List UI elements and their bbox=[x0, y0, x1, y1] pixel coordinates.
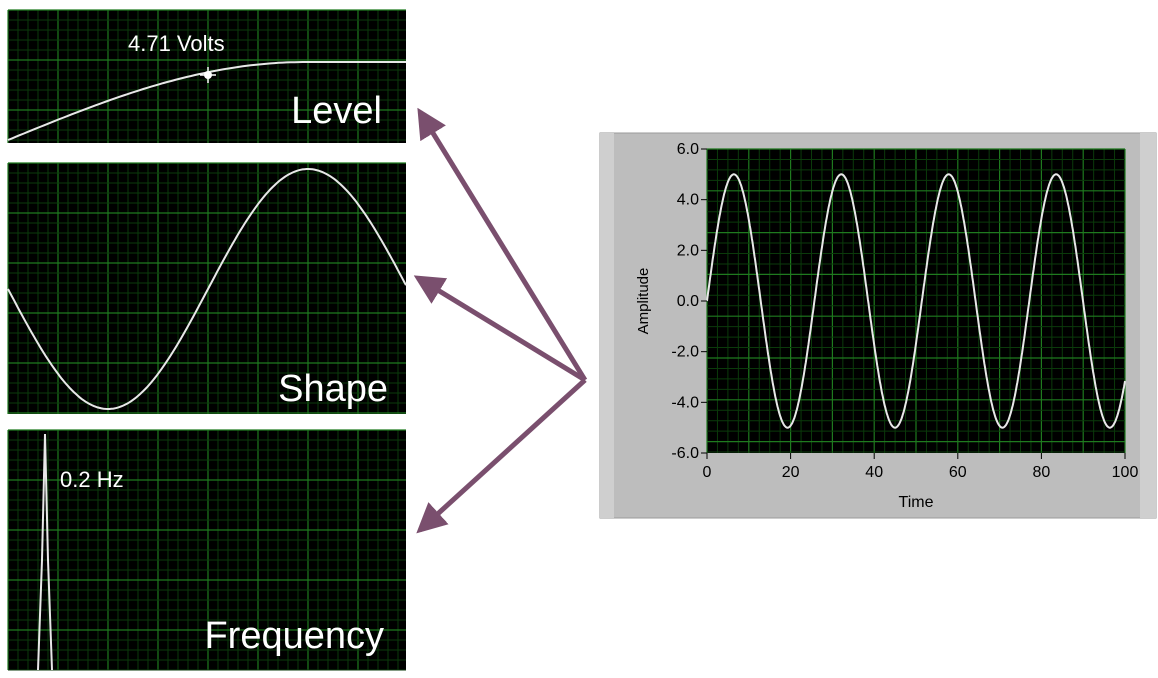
frequency-readout: 0.2 Hz bbox=[60, 467, 124, 492]
arrow-to-frequency bbox=[416, 378, 587, 534]
graph-frame-left-bevel bbox=[600, 133, 614, 518]
level-readout: 4.71 Volts bbox=[128, 31, 225, 56]
arrow-to-level bbox=[417, 107, 588, 382]
y-tick-label: 0.0 bbox=[677, 293, 699, 310]
shape-grid bbox=[7, 162, 406, 414]
x-tick-label: 40 bbox=[865, 464, 883, 481]
y-tick-label: 2.0 bbox=[677, 242, 699, 259]
shape-trace bbox=[7, 168, 407, 410]
y-axis-label: Amplitude bbox=[635, 268, 652, 335]
y-axis-ticks: 6.0 4.0 2.0 0.0 -2.0 -4.0 -6.0 bbox=[671, 141, 707, 462]
shape-panel-background bbox=[8, 163, 406, 414]
x-axis-label: Time bbox=[899, 494, 934, 511]
x-tick-label: 0 bbox=[703, 464, 712, 481]
plot-grid bbox=[706, 148, 1126, 453]
level-label: Level bbox=[291, 90, 382, 132]
series-line bbox=[706, 173, 1126, 429]
x-axis-ticks: 0 20 40 60 80 100 bbox=[703, 453, 1139, 481]
y-tick-label: -6.0 bbox=[671, 445, 699, 462]
x-tick-label: 20 bbox=[782, 464, 800, 481]
y-tick-label: 4.0 bbox=[677, 192, 699, 209]
frequency-grid bbox=[7, 429, 406, 671]
graph-frame-right-bevel bbox=[1140, 133, 1156, 518]
x-tick-label: 80 bbox=[1033, 464, 1051, 481]
frequency-panel: 0.2 Hz Frequency bbox=[7, 429, 406, 671]
y-tick-label: -4.0 bbox=[671, 394, 699, 411]
level-panel: 4.71 Volts Level bbox=[7, 9, 406, 143]
shape-label: Shape bbox=[278, 368, 388, 410]
arrow-to-shape bbox=[413, 275, 587, 383]
y-tick-label: -2.0 bbox=[671, 344, 699, 361]
waveform-graph: 6.0 4.0 2.0 0.0 -2.0 -4.0 -6.0 0 20 40 60 80 100 Am… bbox=[599, 132, 1157, 519]
frequency-label: Frequency bbox=[204, 615, 384, 657]
level-grid bbox=[7, 9, 406, 143]
y-tick-label: 6.0 bbox=[677, 141, 699, 158]
connector-arrows bbox=[413, 107, 588, 534]
x-tick-label: 100 bbox=[1112, 464, 1139, 481]
x-tick-label: 60 bbox=[949, 464, 967, 481]
shape-panel: Shape bbox=[7, 162, 407, 414]
frequency-trace bbox=[37, 433, 53, 671]
